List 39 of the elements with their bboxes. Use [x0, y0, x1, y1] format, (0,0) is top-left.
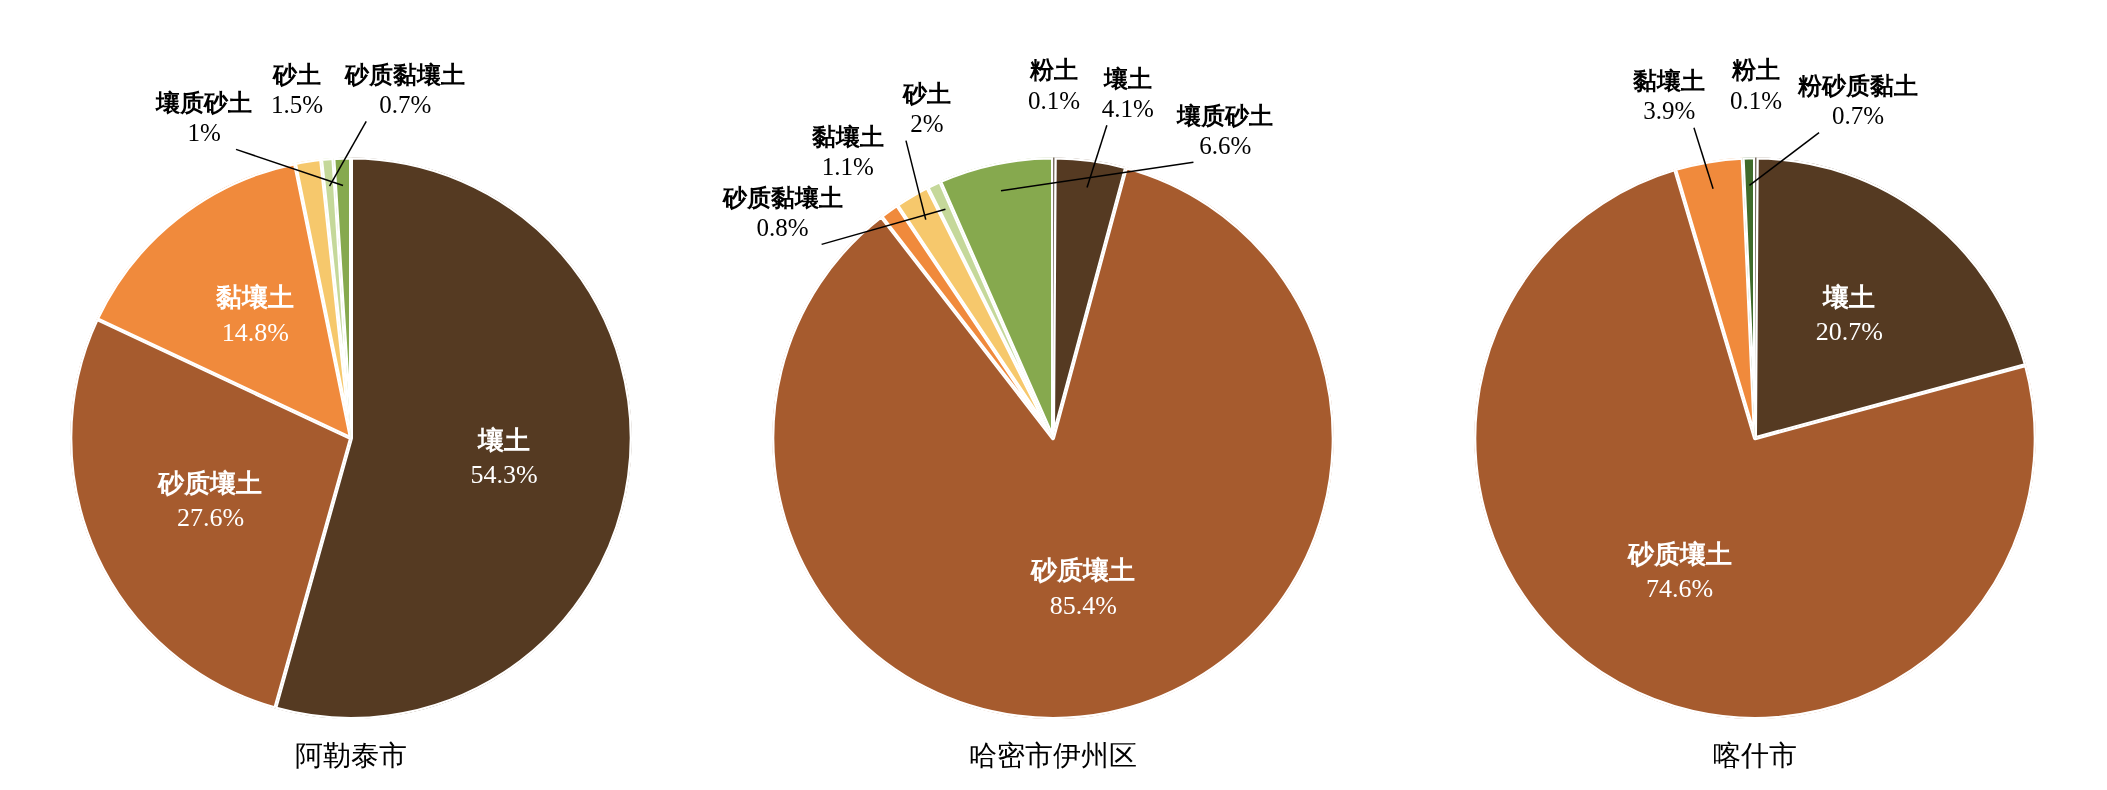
slice-label: 粉土: [1731, 56, 1781, 85]
data-label: 3.9%: [1643, 97, 1696, 125]
slice-label: 砂质壤土: [157, 468, 263, 499]
data-label: 0.1%: [1028, 86, 1081, 114]
slice-label: 黏壤土: [1632, 67, 1706, 96]
slice-label: 砂质壤土: [1030, 555, 1136, 586]
text: 喀什市: [1713, 739, 1797, 773]
slice-label: 壤土: [1102, 64, 1152, 93]
text: 哈密市伊州区: [969, 739, 1137, 773]
slice-label: 黏壤土: [215, 282, 295, 313]
slice-label: 壤土: [477, 425, 531, 456]
data-label: 27.6%: [176, 503, 245, 533]
slice-label: 砂质黏壤土: [721, 183, 843, 212]
slice-label: 粉土: [1029, 56, 1079, 85]
slice-label: 壤土: [1822, 281, 1876, 312]
data-label: 1%: [187, 118, 221, 146]
data-label: 6.6%: [1199, 131, 1252, 159]
data-label: 4.1%: [1101, 94, 1154, 122]
data-label: 1.5%: [271, 90, 324, 118]
data-label: 0.7%: [379, 90, 432, 118]
text: 阿勒泰市: [295, 739, 407, 773]
slice-label: 砂质壤土: [1626, 538, 1732, 569]
data-label: 54.3%: [470, 460, 538, 490]
data-label: 85.4%: [1049, 590, 1117, 620]
slice-label: 砂土: [272, 60, 322, 89]
slice-label: 砂土: [901, 79, 951, 108]
data-label: 0.8%: [756, 213, 809, 241]
slice-label: 黏壤土: [810, 122, 884, 151]
data-label: 14.8%: [221, 317, 290, 347]
data-label: 74.6%: [1646, 573, 1714, 603]
slice-label: 壤质砂土: [155, 88, 253, 117]
data-label: 0.1%: [1730, 86, 1783, 114]
data-label: 1.1%: [821, 153, 874, 181]
slice-label: 砂质黏壤土: [344, 60, 466, 89]
data-label: 2%: [910, 110, 944, 138]
data-label: 20.7%: [1815, 316, 1883, 346]
data-label: 0.7%: [1832, 102, 1885, 130]
slice-label: 壤质砂土: [1176, 101, 1274, 130]
slice-label: 粉砂质黏土: [1797, 71, 1919, 100]
